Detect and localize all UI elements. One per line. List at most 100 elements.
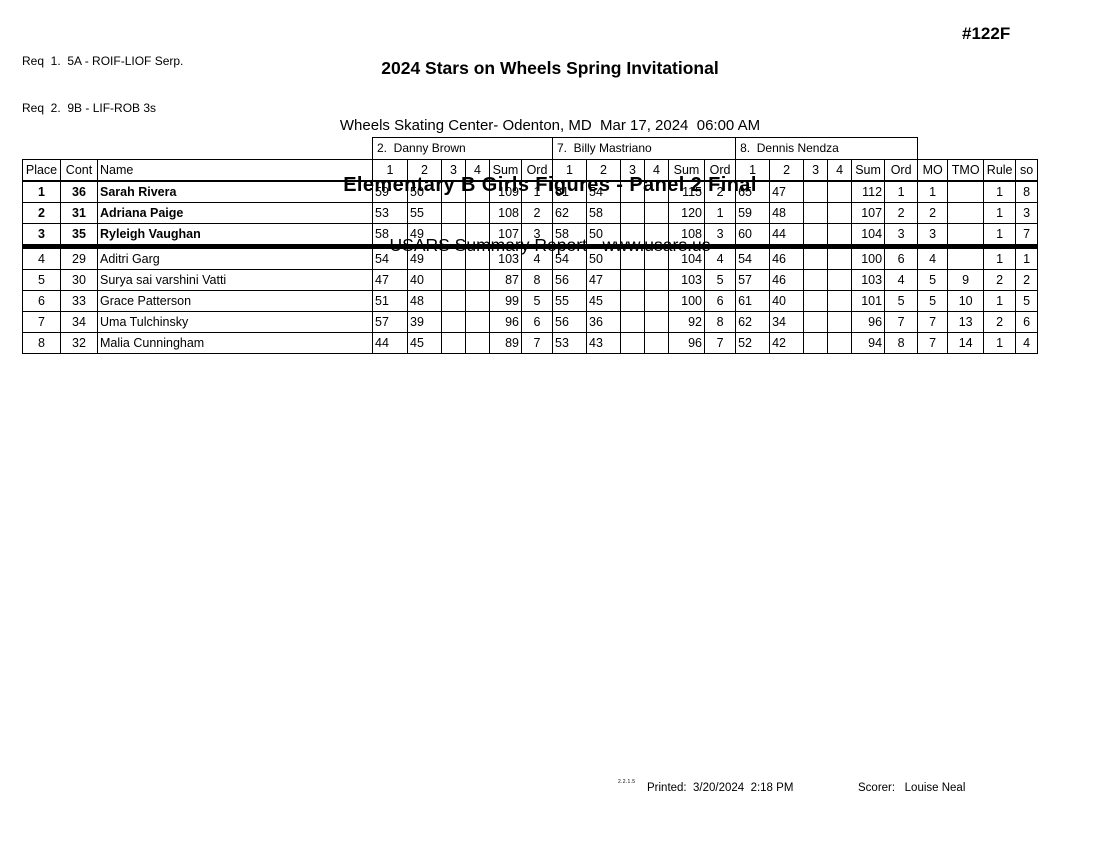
judge2-sum-cell: 100 bbox=[668, 290, 705, 312]
judge1-score3-cell bbox=[441, 311, 466, 333]
judge3-ordinal-cell: 2 bbox=[884, 202, 919, 224]
skater-name-cell: Adriana Paige bbox=[97, 202, 373, 224]
judge3-score1-cell: 61 bbox=[735, 290, 771, 312]
judge3-score1-cell: 59 bbox=[735, 202, 771, 224]
sum-of-ordinals-cell: 1 bbox=[1015, 244, 1039, 270]
judge1-sum-cell: 103 bbox=[489, 244, 522, 270]
requirement-2: Req 2. 9B - LIF-ROB 3s bbox=[22, 100, 157, 115]
judge3-ordinal-cell: 7 bbox=[884, 311, 919, 333]
judge3-ordinal-cell: 8 bbox=[884, 332, 919, 354]
judge1-score4-cell bbox=[465, 202, 490, 224]
rule-cell: 2 bbox=[983, 311, 1017, 333]
total-majority-ordinal-cell bbox=[947, 180, 985, 203]
judge1-score4-cell bbox=[465, 332, 490, 354]
judge3-score1-cell: 57 bbox=[735, 269, 771, 291]
judge3-ordinal-header: Ord bbox=[884, 159, 919, 182]
judge3-score4-cell bbox=[827, 311, 853, 333]
competition-title: 2024 Stars on Wheels Spring Invitational bbox=[381, 58, 719, 78]
judge3-score1-header: 1 bbox=[735, 159, 771, 182]
judge2-score2-header: 2 bbox=[586, 159, 621, 182]
judge3-score2-header: 2 bbox=[769, 159, 805, 182]
judge2-score1-cell: 53 bbox=[552, 332, 587, 354]
contestant-number-cell: 31 bbox=[60, 202, 98, 224]
judge1-score1-cell: 44 bbox=[372, 332, 408, 354]
judge1-ordinal-cell: 5 bbox=[521, 290, 553, 312]
table-row: 7 34 Uma Tulchinsky 57 39 96 6 56 36 92 … bbox=[22, 311, 1039, 333]
judge1-score1-cell: 47 bbox=[372, 269, 408, 291]
judge1-score4-cell bbox=[465, 180, 490, 203]
judge3-score3-cell bbox=[803, 202, 829, 224]
judge3-sum-cell: 94 bbox=[851, 332, 886, 354]
total-majority-ordinal-cell bbox=[947, 223, 985, 247]
judge2-sum-cell: 103 bbox=[668, 269, 705, 291]
contestant-header: Cont bbox=[60, 159, 98, 182]
contestant-number-cell: 33 bbox=[60, 290, 98, 312]
place-header: Place bbox=[22, 159, 61, 182]
judge2-score4-cell bbox=[644, 269, 669, 291]
judge1-score3-cell bbox=[441, 223, 466, 247]
judge1-score1-cell: 53 bbox=[372, 202, 408, 224]
judge2-ordinal-cell: 3 bbox=[703, 223, 737, 247]
judge3-score3-cell bbox=[803, 290, 829, 312]
skater-name-cell: Sarah Rivera bbox=[97, 180, 373, 203]
rule-header: Rule bbox=[983, 159, 1017, 182]
majority-ordinal-header: MO bbox=[917, 159, 949, 182]
contestant-number-cell: 35 bbox=[60, 223, 98, 247]
place-cell: 7 bbox=[22, 311, 61, 333]
judge3-score2-cell: 34 bbox=[769, 311, 805, 333]
judge2-score1-cell: 56 bbox=[552, 269, 587, 291]
judge2-sum-cell: 96 bbox=[668, 332, 705, 354]
judge2-score4-cell bbox=[644, 244, 669, 270]
judge1-score4-header: 4 bbox=[465, 159, 490, 182]
judge3-score4-header: 4 bbox=[827, 159, 853, 182]
skater-name-cell: Aditri Garg bbox=[97, 244, 373, 270]
judge1-score1-cell: 54 bbox=[372, 244, 408, 270]
judge1-ordinal-cell: 2 bbox=[521, 202, 553, 224]
judge3-score1-cell: 65 bbox=[735, 180, 771, 203]
judge1-score2-cell: 45 bbox=[407, 332, 442, 354]
judge3-score4-cell bbox=[827, 290, 853, 312]
judge3-sum-cell: 101 bbox=[851, 290, 886, 312]
judge1-sum-cell: 109 bbox=[489, 180, 522, 203]
judge2-ordinal-cell: 6 bbox=[703, 290, 737, 312]
rule-cell: 1 bbox=[983, 244, 1017, 270]
judge1-ordinal-cell: 7 bbox=[521, 332, 553, 354]
judge2-score3-header: 3 bbox=[620, 159, 645, 182]
contestant-number-cell: 32 bbox=[60, 332, 98, 354]
judge1-score1-cell: 58 bbox=[372, 223, 408, 247]
judge1-score4-cell bbox=[465, 311, 490, 333]
judge2-ordinal-header: Ord bbox=[703, 159, 737, 182]
sum-of-ordinals-cell: 7 bbox=[1015, 223, 1039, 247]
judge1-score3-header: 3 bbox=[441, 159, 466, 182]
majority-ordinal-cell: 2 bbox=[917, 202, 949, 224]
judge2-score2-cell: 43 bbox=[586, 332, 621, 354]
place-cell: 3 bbox=[22, 223, 61, 247]
place-cell: 1 bbox=[22, 180, 61, 203]
judge1-score2-header: 2 bbox=[407, 159, 442, 182]
judge3-score3-header: 3 bbox=[803, 159, 829, 182]
judge2-score2-cell: 58 bbox=[586, 202, 621, 224]
name-header: Name bbox=[97, 159, 373, 182]
sum-of-ordinals-cell: 5 bbox=[1015, 290, 1039, 312]
judge3-score1-cell: 52 bbox=[735, 332, 771, 354]
judge3-sum-cell: 103 bbox=[851, 269, 886, 291]
contestant-number-cell: 36 bbox=[60, 180, 98, 203]
judge2-score1-cell: 54 bbox=[552, 244, 587, 270]
judge3-score1-cell: 54 bbox=[735, 244, 771, 270]
judge3-score4-cell bbox=[827, 244, 853, 270]
judge3-score3-cell bbox=[803, 269, 829, 291]
judge2-score3-cell bbox=[620, 202, 645, 224]
judge2-score1-cell: 62 bbox=[552, 202, 587, 224]
total-majority-ordinal-cell: 13 bbox=[947, 311, 985, 333]
judge3-sum-cell: 112 bbox=[851, 180, 886, 203]
judge2-score1-cell: 58 bbox=[552, 223, 587, 247]
table-row: 8 32 Malia Cunningham 44 45 89 7 53 43 9… bbox=[22, 332, 1039, 354]
judge3-score2-cell: 48 bbox=[769, 202, 805, 224]
place-cell: 5 bbox=[22, 269, 61, 291]
judge2-score1-cell: 56 bbox=[552, 311, 587, 333]
judge3-score2-cell: 42 bbox=[769, 332, 805, 354]
judge3-score4-cell bbox=[827, 223, 853, 247]
judge1-score1-cell: 51 bbox=[372, 290, 408, 312]
judge1-sum-cell: 89 bbox=[489, 332, 522, 354]
contestant-number-cell: 29 bbox=[60, 244, 98, 270]
